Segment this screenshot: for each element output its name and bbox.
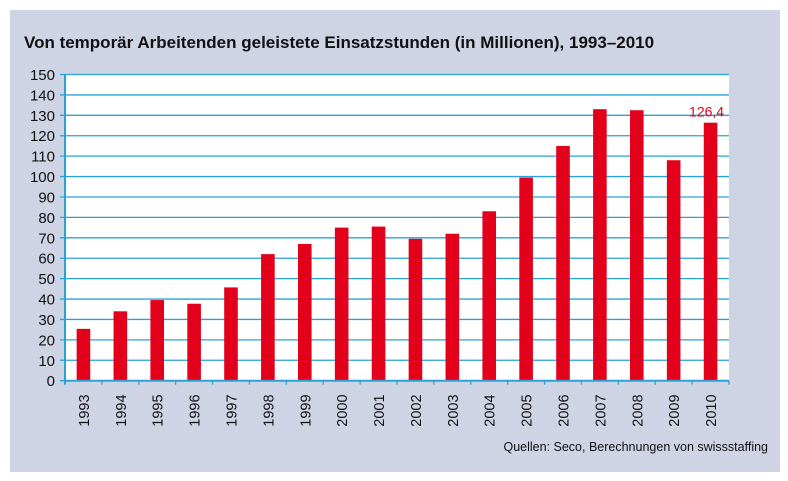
y-tick-label: 10 — [38, 353, 55, 370]
x-tick-label: 2001 — [372, 394, 388, 426]
y-tick-label: 0 — [47, 373, 55, 390]
y-tick-label: 100 — [30, 169, 55, 186]
bar-2005 — [519, 177, 533, 381]
x-tick-label: 1993 — [77, 394, 93, 426]
bar-2004 — [482, 211, 497, 381]
x-tick-label: 2002 — [409, 394, 425, 426]
bar-2007 — [593, 109, 607, 381]
chart-title: Von temporär Arbeitenden geleistete Eins… — [24, 33, 655, 52]
bar-1998 — [261, 254, 275, 381]
y-tick-label: 90 — [38, 189, 55, 206]
y-tick-label: 50 — [38, 271, 55, 288]
source-note: Quellen: Seco, Berechnungen von swisssta… — [503, 440, 768, 454]
x-tick-label: 2008 — [630, 394, 646, 426]
bar-2010 — [703, 122, 718, 381]
x-tick-label: 2006 — [557, 394, 573, 426]
y-tick-label: 70 — [38, 230, 55, 247]
plot-area — [65, 74, 729, 381]
y-tick-label: 130 — [30, 108, 55, 125]
bar-2009 — [666, 160, 681, 381]
bar-2006 — [556, 145, 570, 381]
bar-1993 — [76, 328, 91, 381]
bar-1994 — [113, 311, 128, 381]
x-tick-label: 2003 — [446, 394, 462, 426]
bar-2000 — [334, 227, 349, 381]
x-tick-label: 2000 — [335, 394, 351, 426]
bar-1999 — [297, 243, 312, 381]
x-tick-label: 2010 — [704, 394, 720, 426]
x-tick-label: 1998 — [261, 394, 277, 426]
x-tick-label: 2009 — [667, 394, 683, 426]
x-tick-label: 2007 — [593, 394, 609, 426]
bar-2008 — [629, 110, 644, 381]
x-tick-label: 2005 — [520, 394, 536, 426]
bar-2003 — [445, 233, 460, 381]
y-tick-label: 80 — [38, 210, 55, 227]
x-tick-label: 2004 — [483, 394, 499, 426]
x-tick-label: 1995 — [151, 394, 167, 426]
y-tick-label: 30 — [38, 312, 55, 329]
x-tick-label: 1999 — [298, 394, 314, 426]
y-tick-label: 110 — [31, 149, 55, 166]
x-tick-label: 1997 — [225, 394, 241, 426]
y-tick-label: 20 — [38, 332, 55, 349]
y-tick-label: 120 — [30, 128, 55, 145]
y-tick-label: 40 — [38, 292, 55, 309]
bar-1995 — [150, 300, 165, 381]
y-tick-label: 140 — [30, 87, 55, 104]
data-label: 126,4 — [689, 104, 724, 120]
bar-2002 — [408, 238, 423, 381]
x-tick-label: 1994 — [114, 394, 130, 426]
x-tick-label: 1996 — [188, 394, 204, 426]
y-tick-label: 60 — [38, 251, 55, 268]
y-tick-label: 150 — [30, 67, 55, 84]
bar-1997 — [224, 287, 238, 381]
bar-2001 — [371, 226, 386, 381]
bar-1996 — [187, 303, 201, 381]
